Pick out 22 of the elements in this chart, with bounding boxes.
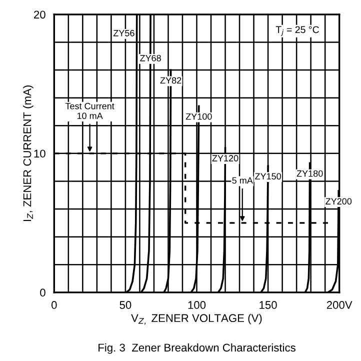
series-label: ZY100 [186, 113, 212, 120]
x-tick-label: 150 [260, 301, 277, 309]
y-axis-title: I$_{Z}$, ZENER CURRENT (mA) [23, 86, 34, 222]
y-tick-label: 20 [34, 10, 46, 19]
series-label: ZY200 [326, 198, 352, 205]
x-axis-title: V$_{Z,}$ ZENER VOLTAGE (V) [131, 314, 262, 325]
series-label: ZY68 [140, 54, 161, 62]
x-tick-label: 0 [51, 301, 57, 309]
annotation: 5 mA [232, 177, 253, 184]
y-tick-label: 10 [34, 150, 46, 158]
series-label: ZY180 [296, 170, 323, 177]
x-tick-label: 200V [326, 301, 352, 309]
x-tick-label: 50 [120, 301, 132, 309]
annotation: T$_{j}$ = 25 °C [276, 26, 319, 36]
series-label: ZY56 [113, 30, 134, 36]
series-label: ZY150 [255, 173, 281, 180]
x-tick-label: 100 [188, 301, 206, 309]
series-label: ZY82 [160, 77, 182, 84]
series-label: ZY120 [212, 155, 238, 162]
text: Fig. 3 Zener Breakdown Characteristics [98, 343, 296, 354]
y-tick-label: 0 [40, 288, 46, 297]
annotation: Test Current 10 mA [65, 102, 114, 120]
